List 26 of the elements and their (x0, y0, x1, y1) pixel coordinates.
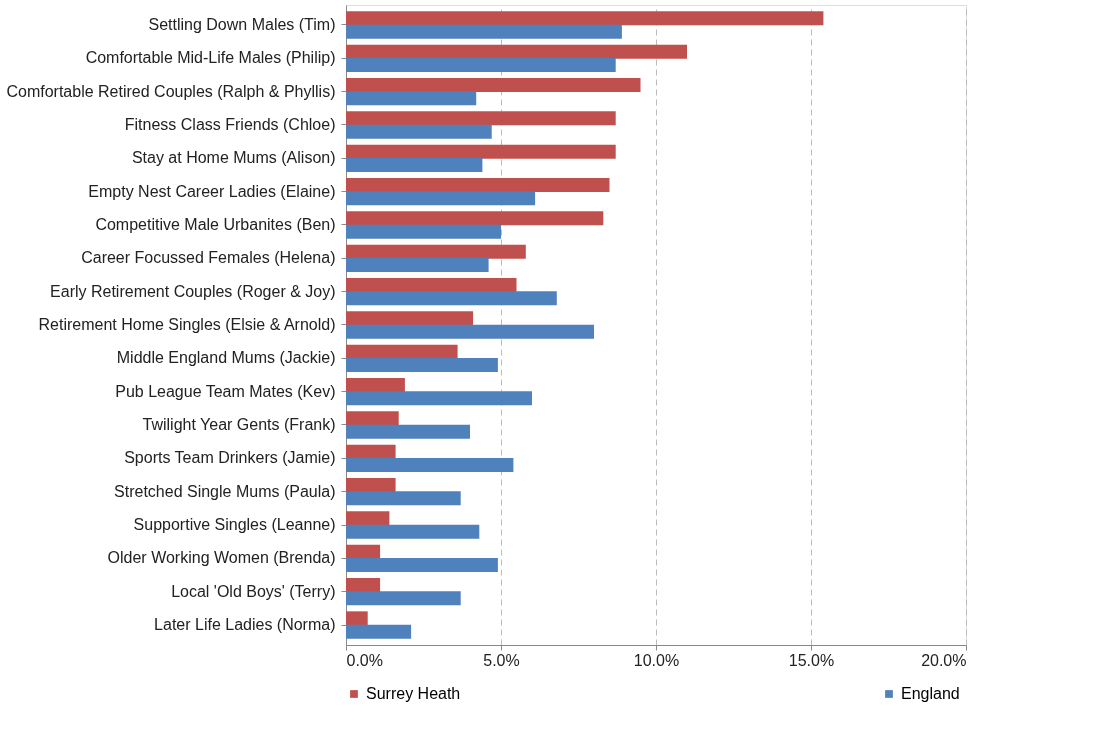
x-tick-label: 20.0% (921, 651, 967, 669)
y-tick-label: Twilight Year Gents (Frank) (142, 416, 336, 433)
y-tick-label: Early Retirement Couples (Roger & Joy) (50, 282, 336, 300)
y-tick-label: Sports Team Drinkers (Jamie) (124, 449, 336, 467)
y-tick-label: Career Focussed Females (Helena) (81, 249, 336, 267)
x-tick-label: 10.0% (633, 651, 680, 669)
y-tick-label: Settling Down Males (Tim) (148, 16, 336, 33)
y-tick-label: Retirement Home Singles (Elsie & Arnold) (38, 316, 336, 333)
y-tick-label: Stay at Home Mums (Alison) (131, 149, 336, 167)
y-tick-label: Competitive Male Urbanites (Ben) (95, 216, 336, 233)
y-tick-label: Stretched Single Mums (Paula) (114, 482, 336, 500)
legend-label: Surrey Heath (366, 685, 461, 702)
y-tick-label: Pub League Team Mates (Kev) (115, 382, 336, 400)
y-tick-label: Comfortable Mid-Life Males (Philip) (85, 49, 336, 67)
y-tick-label: Comfortable Retired Couples (Ralph & Phyllis) (6, 82, 336, 100)
legend-label: England (901, 685, 960, 702)
y-tick-label: Empty Nest Career Ladies (Elaine) (88, 182, 336, 200)
y-tick-label: Fitness Class Friends (Chloe) (124, 116, 336, 133)
y-tick-label: Later Life Ladies (Norma) (154, 616, 336, 633)
y-tick-label: Older Working Women (Brenda) (107, 549, 336, 567)
x-tick-label: 15.0% (788, 651, 835, 669)
x-tick-label: 0.0% (346, 651, 383, 669)
y-tick-label: Middle England Mums (Jackie) (116, 349, 336, 367)
y-tick-label: Local 'Old Boys' (Terry) (171, 582, 336, 600)
x-tick-label: 5.0% (483, 651, 520, 669)
y-tick-label: Supportive Singles (Leanne) (133, 516, 336, 533)
